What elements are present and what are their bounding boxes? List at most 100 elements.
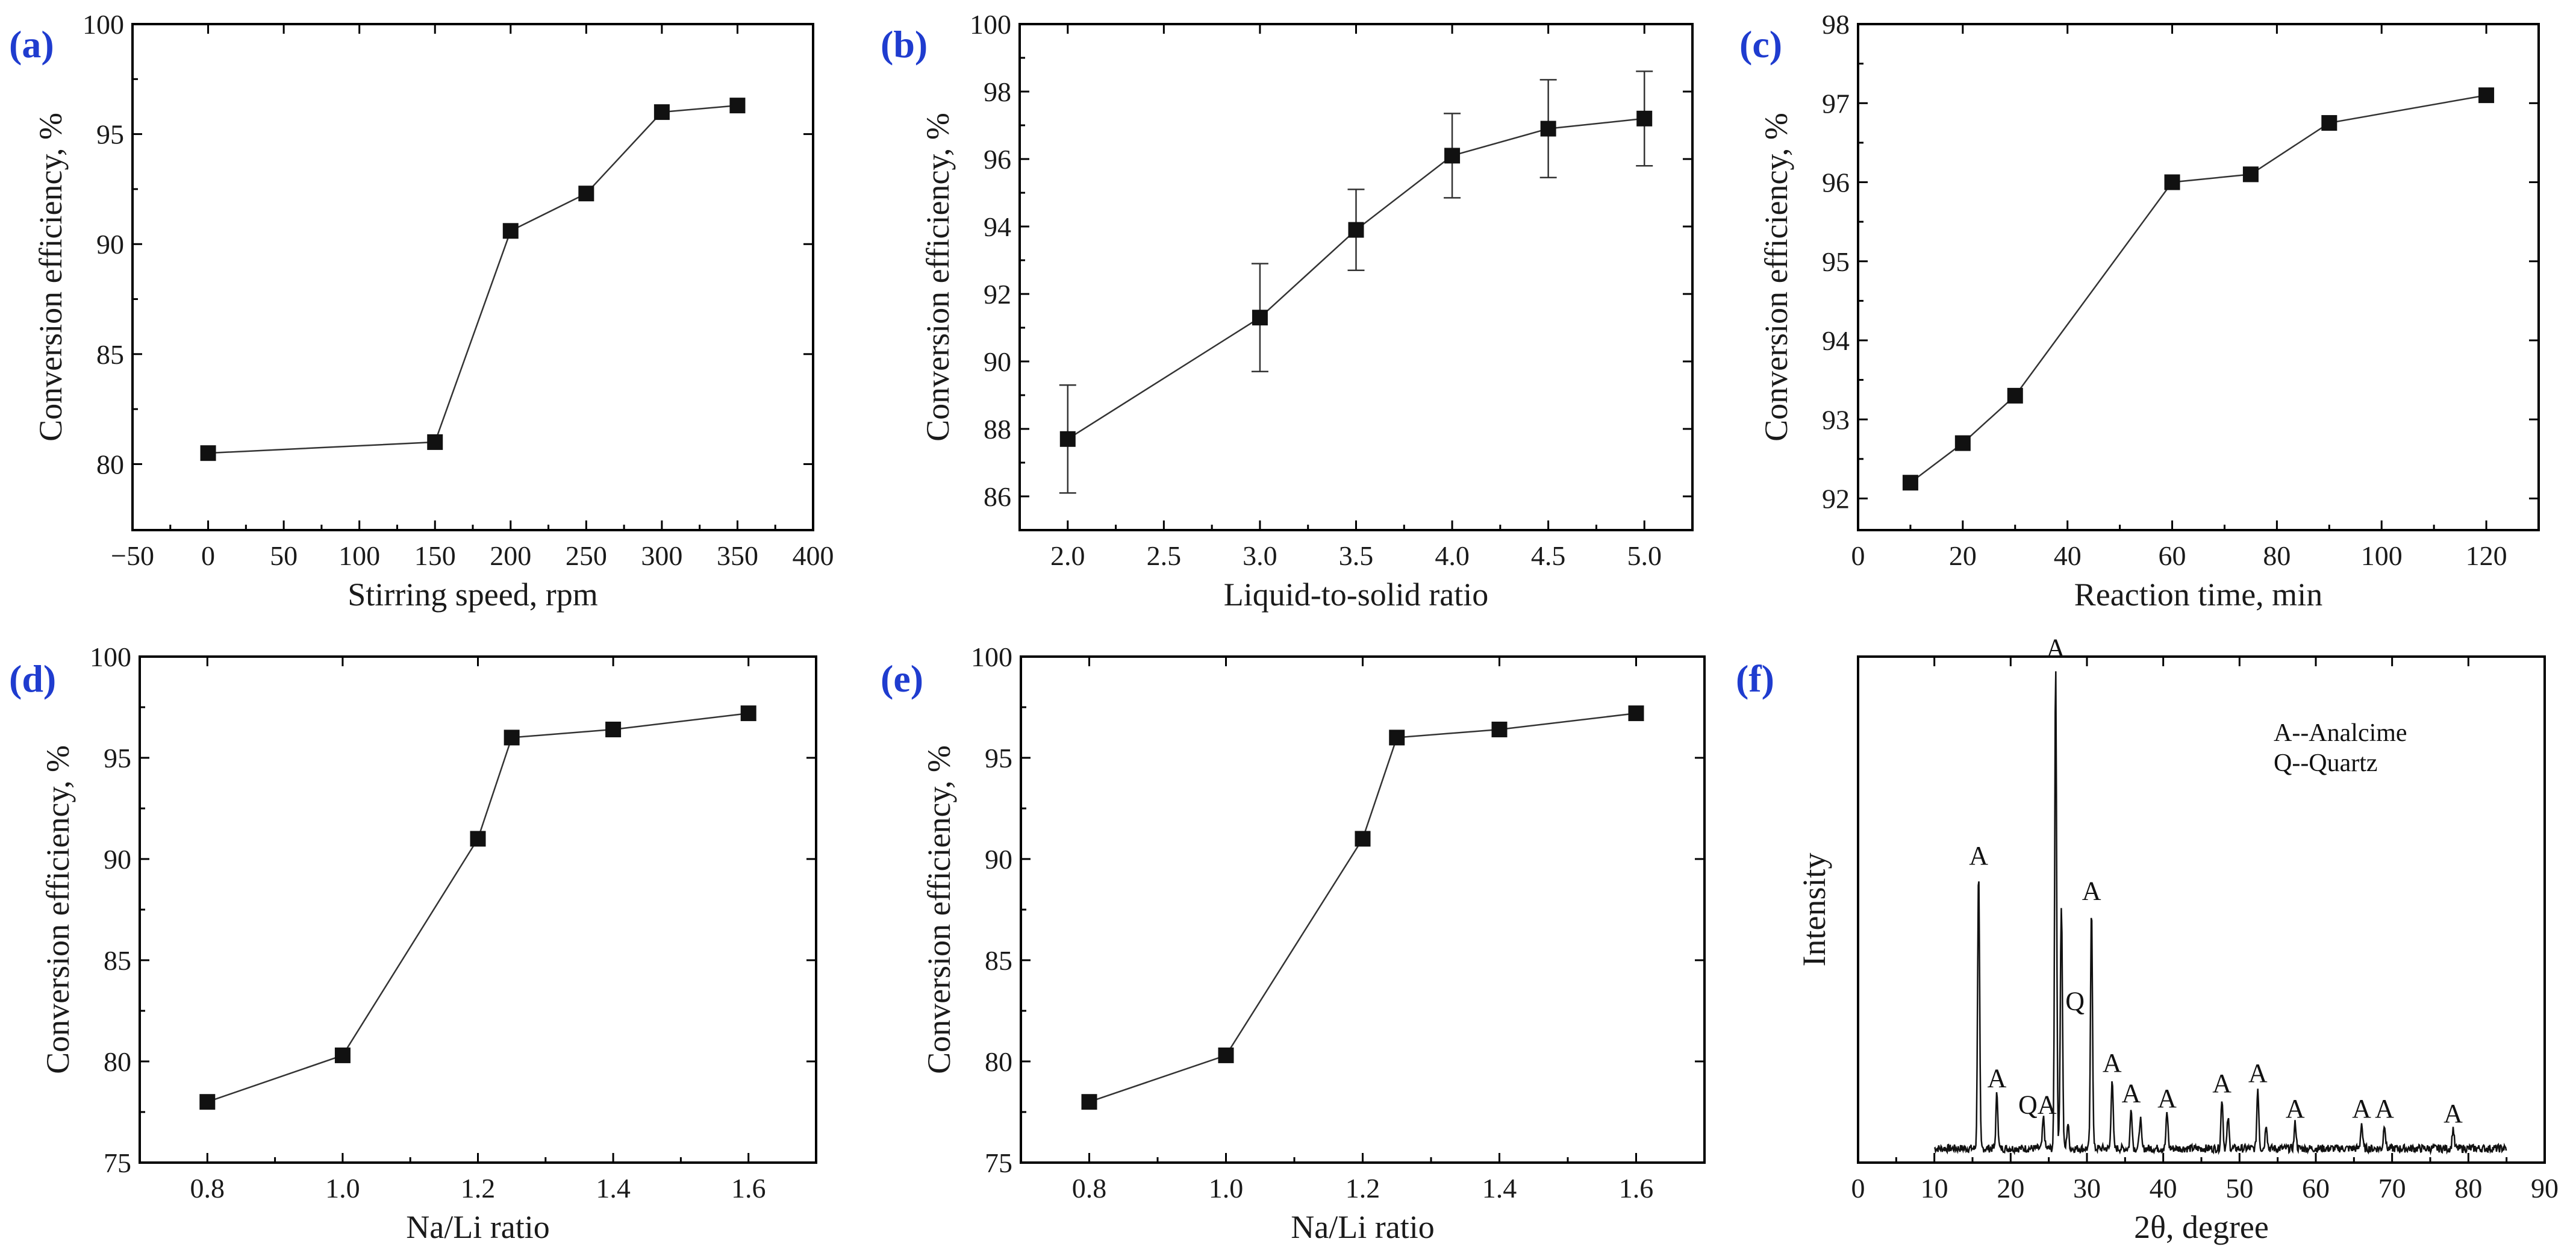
x-tick-label: 0.8 (190, 1173, 225, 1204)
peak-label: A (2352, 1094, 2371, 1123)
y-axis-label: Intensity (1796, 853, 1832, 967)
peak-label: A (2082, 876, 2101, 906)
series-line (1090, 713, 1636, 1102)
peak-label: A (2046, 633, 2065, 663)
data-point (2243, 166, 2259, 182)
y-tick-label: 90 (96, 229, 124, 260)
y-tick-label: 97 (1822, 88, 1850, 119)
peak-label: A (2286, 1094, 2305, 1123)
x-axis-label: 2θ, degree (2134, 1209, 2269, 1245)
x-tick-label: 4.0 (1435, 540, 1470, 571)
y-tick-label: 94 (984, 211, 1011, 242)
x-tick-label: 80 (2263, 540, 2291, 571)
x-tick-label: 400 (793, 540, 834, 571)
x-tick-label: 300 (641, 540, 682, 571)
x-tick-label: 20 (1997, 1173, 2024, 1204)
y-tick-label: 96 (984, 144, 1011, 175)
panel-d: (d) 0.8 1.0 1.2 1.4 1.6 75 80 85 90 95 100 Na/Li rat… (9, 642, 816, 1245)
x-tick-label: 70 (2378, 1173, 2406, 1204)
y-tick-label: 85 (985, 945, 1012, 976)
x-tick-label: 0 (201, 540, 215, 571)
y-tick-label: 98 (984, 77, 1011, 107)
x-tick-label: 0 (1851, 1173, 1865, 1204)
y-tick-label: 75 (985, 1148, 1012, 1178)
x-tick-label: 1.6 (1619, 1173, 1654, 1204)
legend-entry: Q--Quartz (2274, 749, 2378, 777)
data-point (1389, 729, 1405, 745)
data-point (335, 1048, 351, 1063)
y-tick-label: 90 (104, 844, 131, 875)
x-tick-label: 2.5 (1147, 540, 1182, 571)
panel-label: (b) (881, 23, 928, 66)
x-axis-label: Na/Li ratio (1291, 1209, 1434, 1245)
plot-frame (1858, 24, 2539, 530)
plot-frame (1858, 657, 2545, 1163)
panel-label: (c) (1739, 23, 1782, 66)
panel-label: (a) (9, 23, 54, 66)
data-point (1903, 475, 1918, 490)
x-tick-label: 40 (2150, 1173, 2177, 1204)
plot-frame (1021, 657, 1704, 1163)
data-point (2007, 388, 2023, 404)
y-tick-label: 94 (1822, 325, 1850, 356)
x-tick-label: 1.2 (461, 1173, 496, 1204)
y-tick-label: 80 (985, 1046, 1012, 1077)
data-point (2478, 87, 2494, 103)
data-point (578, 186, 594, 201)
data-point (2321, 115, 2337, 131)
data-point (1060, 431, 1076, 447)
y-tick-label: 95 (1822, 246, 1850, 277)
data-point (199, 1094, 215, 1110)
x-tick-label: 1.0 (325, 1173, 360, 1204)
x-axis-label: Liquid-to-solid ratio (1224, 576, 1488, 613)
plot-frame (133, 24, 813, 530)
series-line (207, 713, 748, 1102)
x-tick-label: 350 (717, 540, 758, 571)
data-point (605, 722, 621, 737)
data-point (1492, 722, 1508, 737)
x-tick-label: 250 (566, 540, 607, 571)
x-tick-label: 150 (414, 540, 456, 571)
x-tick-label: 1.4 (596, 1173, 631, 1204)
y-tick-label: 100 (90, 642, 131, 672)
panel-f: (f) 0 10 20 30 40 50 60 70 80 90 2θ, degree Intensit… (1736, 633, 2559, 1245)
x-tick-label: 50 (2225, 1173, 2253, 1204)
peak-label: A (2248, 1058, 2268, 1088)
plot-frame (140, 657, 816, 1163)
peak-label: A (2157, 1084, 2177, 1113)
data-point (1355, 831, 1371, 846)
x-tick-label: 200 (490, 540, 531, 571)
data-point (1252, 310, 1268, 325)
y-tick-label: 90 (984, 346, 1011, 377)
x-tick-label: 1.0 (1209, 1173, 1244, 1204)
peak-label: A (2375, 1094, 2394, 1123)
y-axis-label: Conversion efficiency, % (920, 113, 956, 442)
peak-label: A (2103, 1048, 2122, 1078)
x-tick-label: 1.4 (1482, 1173, 1517, 1204)
y-tick-label: 93 (1822, 404, 1850, 435)
peak-label: A (2122, 1079, 2141, 1108)
peak-label: Q (2065, 986, 2085, 1016)
x-tick-label: 1.6 (731, 1173, 766, 1204)
data-point (1955, 436, 1971, 451)
y-tick-label: 96 (1822, 167, 1850, 198)
data-point (1636, 111, 1652, 127)
x-axis-label: Na/Li ratio (406, 1209, 549, 1245)
y-tick-label: 100 (970, 9, 1011, 40)
peak-label: A (1969, 841, 1988, 870)
x-tick-label: 20 (1949, 540, 1977, 571)
panel-b: (b) 2.0 2.5 3.0 3.5 4.0 4.5 5.0 86 88 90 92 94 96 98 10… (881, 9, 1692, 613)
y-tick-label: 85 (96, 339, 124, 370)
x-tick-label: 1.2 (1346, 1173, 1380, 1204)
peak-label: A (2443, 1099, 2463, 1128)
data-point (503, 223, 519, 239)
y-axis-label: Conversion efficiency, % (40, 745, 76, 1074)
y-tick-label: 98 (1822, 9, 1850, 40)
x-axis-label: Reaction time, min (2074, 576, 2322, 613)
x-tick-label: 0 (1851, 540, 1865, 571)
peak-label: A (2212, 1069, 2231, 1098)
panel-label: (f) (1736, 657, 1774, 700)
data-point (1082, 1094, 1097, 1110)
y-tick-label: 86 (984, 481, 1011, 512)
y-tick-label: 100 (971, 642, 1012, 672)
